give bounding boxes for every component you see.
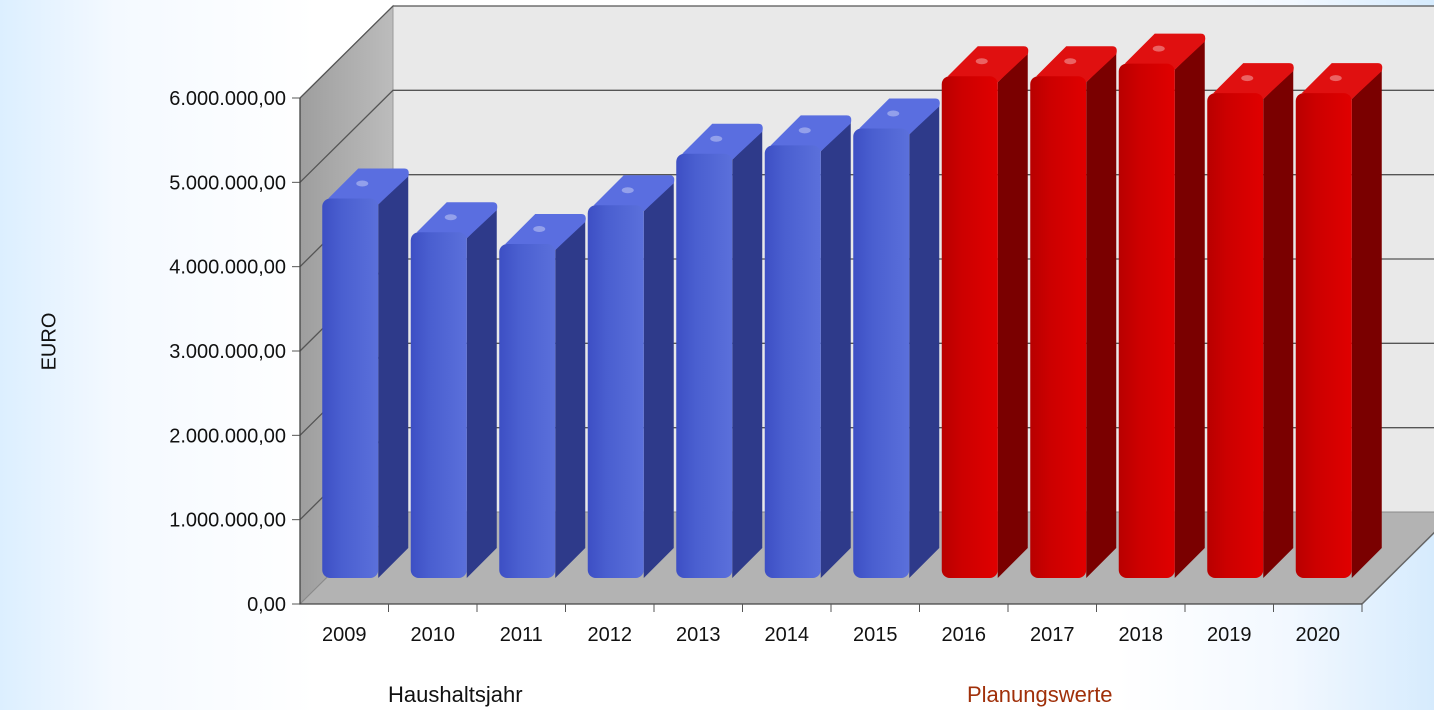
bar-highlight — [444, 214, 457, 221]
x-tick-label: 2018 — [1119, 624, 1164, 646]
bar-side — [997, 52, 1028, 578]
bar-top — [1124, 33, 1206, 70]
bar — [941, 46, 1029, 578]
x-tick-label: 2013 — [676, 624, 721, 646]
bar-top — [1213, 63, 1294, 100]
planned-values-note: Planungswerte — [967, 682, 1113, 707]
bar-side — [732, 129, 763, 578]
bar-side — [1174, 39, 1205, 579]
bar-highlight — [621, 187, 634, 194]
bar-side — [378, 174, 409, 578]
bar-front — [1207, 93, 1264, 578]
bar-top — [505, 214, 586, 251]
x-tick-label: 2019 — [1207, 624, 1252, 646]
bar — [853, 98, 940, 579]
y-tick-label: 1.000.000,00 — [169, 510, 286, 532]
y-tick-label: 3.000.000,00 — [169, 341, 286, 363]
y-tick-label: 0,00 — [247, 594, 286, 616]
bar — [1207, 63, 1294, 578]
bar-highlight — [1064, 58, 1077, 65]
gridline — [299, 5, 1434, 99]
bar — [764, 115, 852, 579]
bar-side — [555, 220, 586, 579]
bar — [499, 214, 586, 579]
bar-front — [1030, 76, 1087, 578]
bar-front — [764, 145, 821, 578]
x-tick-label: 2014 — [765, 624, 810, 646]
floor-edge — [1361, 531, 1434, 605]
x-tick-label: 2012 — [588, 624, 633, 646]
bar-top — [1301, 63, 1383, 100]
bar-front — [410, 232, 467, 578]
x-tick-label: 2010 — [411, 624, 456, 646]
bar-highlight — [533, 226, 546, 233]
bar — [1118, 33, 1206, 579]
y-tick-label: 2.000.000,00 — [169, 425, 286, 447]
bar-front — [322, 198, 379, 578]
bar-front — [1118, 63, 1175, 579]
bar-side — [466, 208, 497, 578]
x-tick-label: 2016 — [942, 624, 987, 646]
x-tick-label: 2009 — [322, 624, 367, 646]
x-axis-label: Haushaltsjahr — [388, 682, 523, 707]
bar-side — [909, 104, 940, 579]
bar-top — [682, 123, 763, 160]
bar-front — [853, 128, 910, 578]
x-tick-label: 2020 — [1296, 624, 1341, 646]
y-tick-label: 6.000.000,00 — [169, 88, 286, 110]
bar — [676, 123, 763, 578]
bar — [322, 168, 409, 578]
bar-highlight — [975, 58, 988, 65]
bar — [1295, 63, 1383, 578]
bar-top — [593, 175, 675, 212]
bar-front — [1295, 93, 1352, 578]
bar-highlight — [356, 180, 369, 187]
bar-front — [676, 153, 733, 578]
bar-highlight — [710, 135, 723, 142]
bar — [1030, 46, 1117, 578]
bar-side — [1351, 69, 1382, 578]
bar-top — [859, 98, 940, 135]
bar-highlight — [887, 110, 900, 117]
bar-top — [947, 46, 1029, 83]
bar-side — [643, 181, 674, 578]
bar-top — [328, 168, 409, 205]
bar-side — [1086, 52, 1117, 578]
x-tick-label: 2017 — [1030, 624, 1075, 646]
bar-side — [1263, 69, 1294, 578]
y-tick-labels: 0,00 1.000.000,00 2.000.000,00 3.000.000,00… — [169, 88, 286, 616]
bar-front — [941, 76, 998, 578]
bar-top — [416, 202, 498, 239]
bar-highlight — [1152, 45, 1165, 52]
y-axis-label: EURO — [38, 312, 61, 371]
bar-highlight — [1329, 75, 1342, 82]
bar — [587, 175, 675, 578]
y-tick-label: 5.000.000,00 — [169, 172, 286, 194]
bars — [322, 33, 1383, 579]
bar-side — [820, 121, 851, 579]
bar-top — [770, 115, 852, 152]
bar — [410, 202, 498, 578]
bar-highlight — [1241, 75, 1254, 82]
bar-highlight — [798, 127, 811, 134]
x-tick-label: 2015 — [853, 624, 898, 646]
y-tick-label: 4.000.000,00 — [169, 257, 286, 279]
bar-front — [499, 244, 556, 579]
bar-front — [587, 205, 644, 578]
x-tick-labels: 2009 2010 2011 2012 2013 2014 2015 2016 2017 2018… — [322, 604, 1363, 646]
bar-top — [1036, 46, 1117, 83]
x-tick-label: 2011 — [500, 624, 543, 646]
